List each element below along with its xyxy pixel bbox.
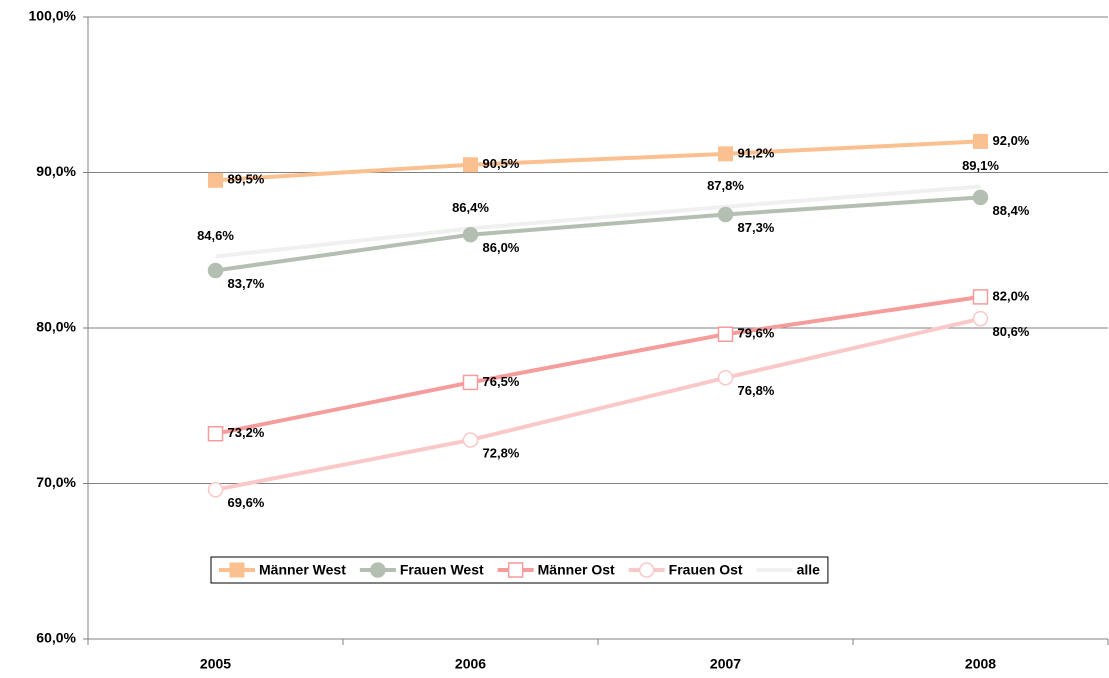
x-tick-label: 2005 bbox=[200, 656, 231, 672]
marker bbox=[638, 562, 655, 578]
marker bbox=[207, 481, 224, 498]
data-label: 90,5% bbox=[483, 156, 520, 171]
x-tick-label: 2007 bbox=[710, 656, 741, 672]
data-label: 73,2% bbox=[228, 425, 265, 440]
marker bbox=[973, 133, 988, 149]
marker bbox=[462, 374, 479, 391]
y-tick-label: 90,0% bbox=[36, 163, 76, 179]
legend-label: Frauen West bbox=[400, 562, 484, 578]
series-line bbox=[215, 139, 981, 183]
legend-item: Männer Ost bbox=[497, 562, 615, 578]
y-tick-label: 60,0% bbox=[36, 630, 76, 646]
legend: Männer West Frauen West Männer Ost Frauen O… bbox=[210, 556, 829, 584]
marker bbox=[972, 189, 989, 206]
marker bbox=[462, 226, 479, 243]
marker bbox=[717, 370, 734, 386]
data-label: 82,0% bbox=[993, 288, 1030, 303]
marker bbox=[718, 146, 733, 162]
marker bbox=[207, 425, 224, 442]
marker bbox=[972, 289, 989, 305]
y-tick-label: 80,0% bbox=[36, 319, 76, 335]
data-label: 84,6% bbox=[197, 228, 234, 243]
series-line bbox=[215, 294, 981, 436]
y-tick-label: 70,0% bbox=[36, 474, 76, 490]
data-label: 69,6% bbox=[228, 495, 265, 510]
data-label: 87,8% bbox=[707, 178, 744, 193]
data-label: 91,2% bbox=[738, 145, 775, 160]
data-label: 87,3% bbox=[738, 220, 775, 235]
y-tick-label: 100,0% bbox=[29, 8, 77, 24]
marker bbox=[717, 326, 734, 342]
marker bbox=[207, 262, 224, 279]
legend-item: Frauen Ost bbox=[628, 562, 743, 578]
marker bbox=[463, 157, 478, 173]
data-label: 86,0% bbox=[483, 240, 520, 255]
data-label: 92,0% bbox=[993, 133, 1030, 148]
data-label: 76,5% bbox=[483, 374, 520, 389]
legend-label: alle bbox=[797, 562, 821, 578]
data-label: 88,4% bbox=[993, 203, 1030, 218]
marker bbox=[507, 562, 524, 578]
marker bbox=[462, 432, 479, 448]
legend-item: Männer West bbox=[219, 562, 346, 578]
legend-label: Frauen Ost bbox=[669, 562, 743, 578]
legend-item: Frauen West bbox=[359, 562, 484, 578]
legend-item: alle bbox=[756, 562, 821, 578]
marker bbox=[972, 310, 989, 327]
marker bbox=[208, 172, 223, 188]
data-label: 86,4% bbox=[452, 200, 489, 215]
series-line bbox=[215, 184, 981, 259]
marker bbox=[717, 206, 734, 223]
legend-label: Männer West bbox=[259, 562, 346, 578]
data-label: 89,1% bbox=[962, 158, 999, 173]
marker bbox=[229, 562, 245, 578]
data-label: 76,8% bbox=[738, 383, 775, 398]
series-line bbox=[215, 195, 981, 273]
marker bbox=[370, 562, 386, 578]
legend-label: Männer Ost bbox=[538, 562, 615, 578]
series-line bbox=[215, 316, 981, 492]
x-tick-label: 2006 bbox=[455, 656, 486, 672]
data-label: 72,8% bbox=[483, 445, 520, 460]
data-label: 79,6% bbox=[738, 326, 775, 341]
data-label: 80,6% bbox=[993, 324, 1030, 339]
x-tick-label: 2008 bbox=[965, 656, 996, 672]
data-label: 83,7% bbox=[228, 276, 265, 291]
data-label: 89,5% bbox=[228, 172, 265, 187]
